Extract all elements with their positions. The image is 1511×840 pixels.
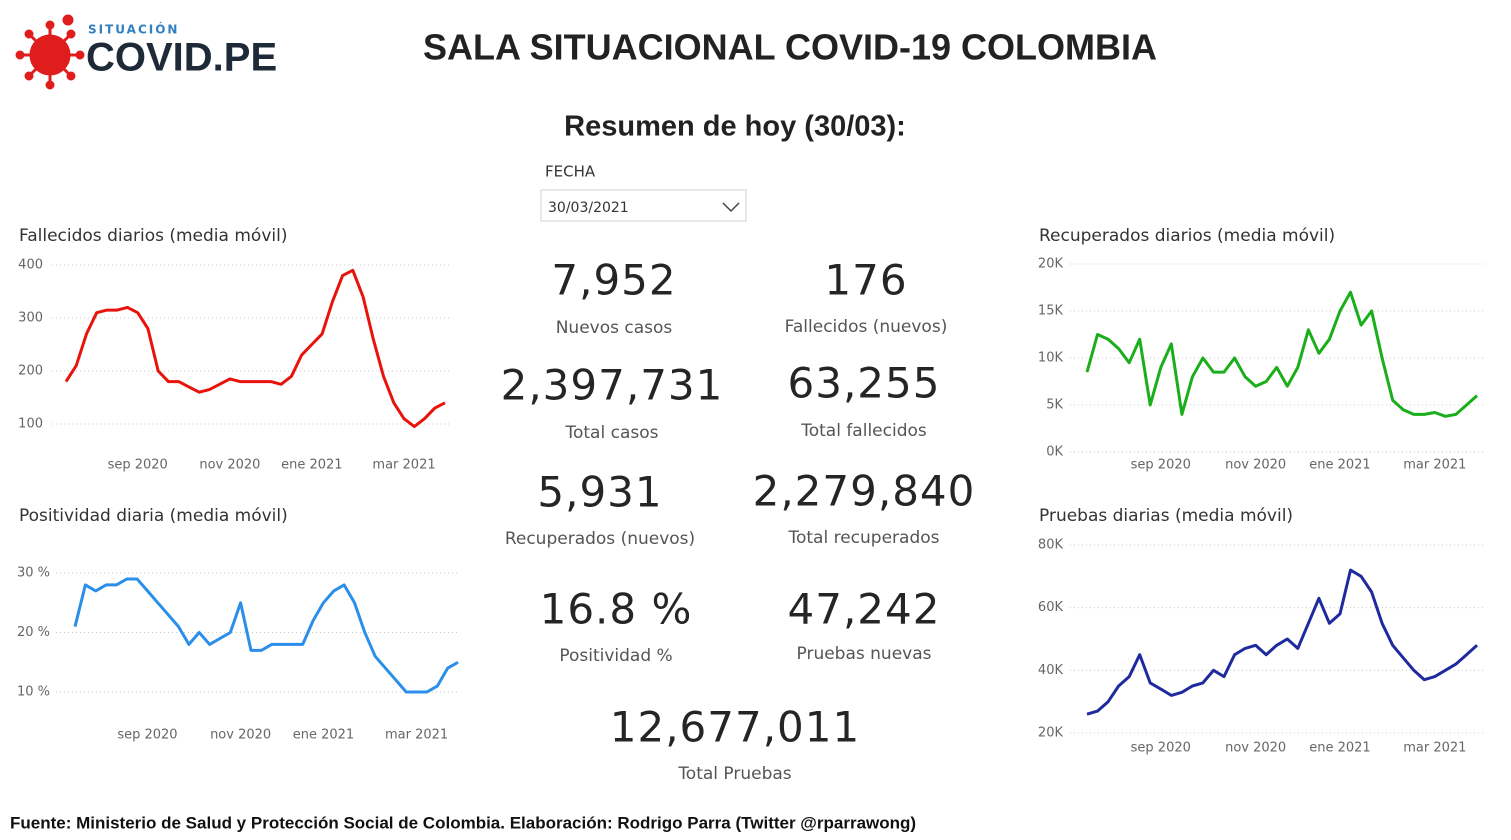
kpi-value: 63,255 xyxy=(788,359,941,408)
x-tick-label: nov 2020 xyxy=(1225,458,1286,473)
x-tick-label: nov 2020 xyxy=(210,728,271,743)
data-line xyxy=(64,268,446,429)
chart-title: Pruebas diarias (media móvil) xyxy=(1039,506,1293,526)
data-line xyxy=(1085,290,1479,418)
x-tick-label: mar 2021 xyxy=(1403,458,1466,473)
kpi-value: 176 xyxy=(824,256,907,305)
filter-value: 30/03/2021 xyxy=(548,200,629,216)
y-tick-label: 10 % xyxy=(17,685,50,700)
y-tick-label: 5K xyxy=(1046,398,1063,413)
kpi-value: 7,952 xyxy=(551,256,676,305)
y-tick-label: 20K xyxy=(1038,726,1064,741)
logo-small: SITUACIÓN xyxy=(88,22,179,37)
x-tick-label: ene 2021 xyxy=(1309,741,1370,756)
kpi-label: Pruebas nuevas xyxy=(797,644,932,664)
data-line xyxy=(1086,568,1479,716)
subtitle: Resumen de hoy (30/03): xyxy=(564,111,906,143)
kpi-label: Nuevos casos xyxy=(556,318,673,338)
x-tick-label: sep 2020 xyxy=(1131,741,1191,756)
kpi-value: 2,397,731 xyxy=(501,361,724,410)
y-tick-label: 100 xyxy=(18,417,43,432)
chart-title: Fallecidos diarios (media móvil) xyxy=(19,226,287,246)
chart-title: Positividad diaria (media móvil) xyxy=(19,506,288,526)
x-tick-label: nov 2020 xyxy=(199,458,260,473)
footer: Fuente: Ministerio de Salud y Protección… xyxy=(10,813,916,832)
kpi-value: 5,931 xyxy=(537,468,662,517)
x-tick-label: ene 2021 xyxy=(293,728,354,743)
y-tick-label: 20 % xyxy=(17,625,50,640)
logo-icon xyxy=(15,14,85,90)
y-tick-label: 15K xyxy=(1038,304,1064,319)
y-tick-label: 40K xyxy=(1038,663,1064,678)
y-tick-label: 400 xyxy=(18,258,43,273)
kpi-label: Total fallecidos xyxy=(800,421,927,441)
y-tick-label: 30 % xyxy=(17,566,50,581)
kpi-value: 2,279,840 xyxy=(753,467,976,516)
dropdown-arrow[interactable] xyxy=(722,202,740,213)
date-dropdown[interactable] xyxy=(540,189,747,222)
kpi-label: Positividad % xyxy=(559,646,672,666)
y-tick-label: 10K xyxy=(1038,351,1064,366)
x-tick-label: nov 2020 xyxy=(1225,741,1286,756)
y-tick-label: 200 xyxy=(18,364,43,379)
kpi-value: 47,242 xyxy=(788,585,941,634)
y-tick-label: 0K xyxy=(1046,445,1063,460)
kpi-label: Fallecidos (nuevos) xyxy=(785,317,948,337)
x-tick-label: mar 2021 xyxy=(1403,741,1466,756)
x-tick-label: sep 2020 xyxy=(1131,458,1191,473)
page-title: SALA SITUACIONAL COVID-19 COLOMBIA xyxy=(423,27,1157,68)
x-tick-label: sep 2020 xyxy=(117,728,177,743)
x-tick-label: ene 2021 xyxy=(281,458,342,473)
kpi-label: Total casos xyxy=(565,423,659,443)
chart-title: Recuperados diarios (media móvil) xyxy=(1039,226,1335,246)
y-tick-label: 80K xyxy=(1038,538,1064,553)
data-line xyxy=(73,577,459,694)
kpi-label: Recuperados (nuevos) xyxy=(505,529,695,549)
y-tick-label: 300 xyxy=(18,311,43,326)
x-tick-label: mar 2021 xyxy=(385,728,448,743)
kpi-value: 12,677,011 xyxy=(610,703,860,752)
x-tick-label: sep 2020 xyxy=(108,458,168,473)
y-tick-label: 20K xyxy=(1038,257,1064,272)
y-tick-label: 60K xyxy=(1038,600,1064,615)
filter-label: FECHA xyxy=(545,163,596,181)
kpi-label: Total Pruebas xyxy=(677,764,791,784)
x-tick-label: ene 2021 xyxy=(1309,458,1370,473)
logo-big: COVID.PE xyxy=(86,36,277,80)
x-tick-label: mar 2021 xyxy=(372,458,435,473)
kpi-label: Total recuperados xyxy=(787,528,939,548)
kpi-value: 16.8 % xyxy=(540,585,693,634)
